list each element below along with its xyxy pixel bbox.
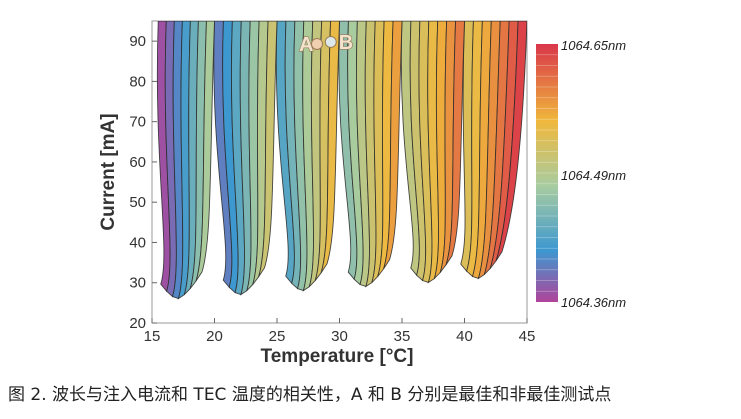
mode-band-3 <box>275 21 340 292</box>
test-point-b <box>324 35 337 48</box>
colorbar-label-min: 1064.36nm <box>561 295 626 310</box>
band-stripe <box>320 21 340 274</box>
y-axis-label: Current [mA] <box>98 113 119 230</box>
mode-band-2 <box>213 21 278 296</box>
test-point-a <box>311 37 323 50</box>
y-tick-label: 20 <box>129 315 146 332</box>
wavelength-bands <box>156 21 527 300</box>
test-point-label-a: A <box>299 34 313 56</box>
mode-band-5 <box>400 21 465 284</box>
y-tick-label: 50 <box>129 194 146 211</box>
figure-caption: 图 2. 波长与注入电流和 TEC 温度的相关性，A 和 B 分别是最佳和非最佳… <box>8 385 612 405</box>
y-tick-label: 30 <box>129 275 146 292</box>
x-axis-ticks: 15 20 25 30 35 40 45 <box>144 318 536 345</box>
mode-band-6 <box>460 21 527 280</box>
mode-band-1 <box>156 21 215 300</box>
band-stripe <box>495 21 527 262</box>
colorbar-steps <box>536 54 558 292</box>
x-axis-label: Temperature [°C] <box>261 346 414 367</box>
band-stripe <box>383 21 403 270</box>
y-tick-label: 90 <box>129 33 146 50</box>
y-tick-label: 70 <box>129 114 146 131</box>
band-stripe <box>445 21 465 266</box>
x-tick-label: 45 <box>519 328 536 345</box>
x-tick-label: 25 <box>269 328 286 345</box>
y-tick-label: 40 <box>129 234 146 251</box>
x-tick-label: 35 <box>394 328 411 345</box>
y-tick-label: 60 <box>129 154 146 171</box>
band-stripe <box>195 21 215 282</box>
y-axis-ticks: 20 30 40 50 60 70 80 90 <box>129 33 157 332</box>
band-stripe <box>258 21 278 278</box>
x-tick-label: 30 <box>331 328 348 345</box>
y-tick-label: 80 <box>129 73 146 90</box>
test-point-label-b: B <box>339 32 353 54</box>
colorbar <box>536 44 558 302</box>
x-tick-label: 20 <box>206 328 223 345</box>
x-tick-label: 15 <box>144 328 161 345</box>
colorbar-label-max: 1064.65nm <box>561 38 626 53</box>
colorbar-label-mid: 1064.49nm <box>561 168 626 183</box>
x-tick-label: 40 <box>456 328 473 345</box>
mode-band-4 <box>338 21 403 288</box>
